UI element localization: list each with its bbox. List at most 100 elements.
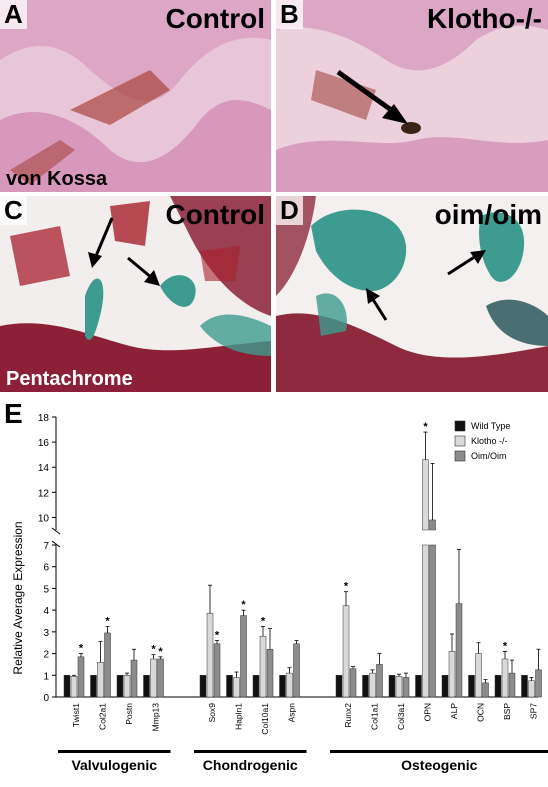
legend-swatch: [454, 450, 466, 462]
x-tick-label: Mmp13: [151, 703, 161, 732]
bar: [388, 675, 396, 698]
x-tick-label: Hapln1: [234, 703, 244, 730]
legend-label: Wild Type: [471, 421, 510, 431]
bar: [104, 632, 111, 698]
significance-marker: *: [215, 630, 220, 642]
panel-c-leaflet-right: [160, 275, 196, 307]
significance-marker: *: [105, 615, 110, 627]
significance-marker: *: [503, 640, 508, 652]
panel-c-blood-left: [10, 226, 70, 286]
panel-d-leaflet-right: [479, 212, 525, 282]
bar: [116, 675, 124, 698]
panel-a-image: [0, 0, 271, 192]
panel-d-valve-base: [316, 293, 347, 336]
panel-c-arrow-2-shaft: [127, 256, 153, 280]
significance-marker: *: [158, 646, 163, 658]
group-label: Chondrogenic: [203, 757, 298, 773]
x-tick-label: Col3a1: [396, 703, 406, 730]
y-tick-label: 4: [43, 606, 49, 617]
panel-c-valve-base: [200, 314, 271, 356]
legend: Wild Type Klotho -/- Oim/Oim: [454, 420, 510, 462]
y-axis-label: Relative Average Expression: [11, 521, 25, 674]
bar: [157, 658, 164, 698]
bar: [475, 653, 482, 698]
bars-layer: *** *******: [63, 421, 542, 698]
panel-d-arrow-1-shaft: [370, 297, 388, 321]
axis-break-mark: [51, 527, 61, 535]
bar: [70, 676, 78, 698]
panel-b-arrow-shaft: [336, 69, 396, 115]
bar: [199, 675, 207, 698]
histology-panel-c: C Control Pentachrome: [0, 196, 271, 392]
panel-b-tissue-lower: [276, 137, 548, 192]
panel-d-arrow-1-icon: [366, 288, 380, 304]
y-tick-label: 7: [43, 541, 49, 552]
bar: [293, 643, 300, 698]
histology-panel-d: D oim/oim: [276, 196, 548, 392]
panel-d-arrow-2-shaft: [447, 254, 477, 276]
bar: [143, 675, 150, 698]
bar: [90, 675, 97, 698]
panel-b-blood: [311, 70, 376, 120]
expression-chart: E Relative Average Expression 0 1 2 3 4 5 6 7 10…: [0, 395, 548, 782]
axis-break-mark: [51, 540, 61, 548]
bar: [97, 662, 104, 698]
significance-marker: *: [241, 599, 246, 611]
group-underline: [330, 750, 548, 753]
y-tick-label: 10: [38, 513, 50, 524]
panel-c-title: Control: [165, 199, 265, 230]
bar: [521, 675, 528, 698]
x-tick-label: Col10a1: [260, 703, 270, 735]
bar: [252, 675, 260, 698]
x-tick-label: Col2a1: [98, 703, 108, 730]
bar: [123, 675, 131, 698]
legend-label: Klotho -/-: [471, 436, 508, 446]
x-tick-label: BSP: [502, 703, 512, 720]
bar: [402, 677, 410, 698]
panel-b-calcification: [401, 122, 421, 134]
bar: [63, 675, 71, 698]
bar: [395, 676, 403, 698]
bar: [240, 615, 247, 698]
x-tick-label: SP7: [529, 703, 539, 719]
x-tick-label: Postn: [124, 703, 134, 725]
bar: [266, 648, 274, 698]
panel-d-image: [276, 196, 548, 392]
bar: [422, 544, 429, 698]
panel-a-tissue-lower: [0, 100, 271, 192]
bar: [233, 677, 240, 698]
x-tick-label: Twist1: [71, 703, 81, 727]
y-tick-label: 0: [43, 693, 49, 704]
panel-a-blood: [70, 70, 170, 125]
group-label: Valvulogenic: [71, 757, 157, 773]
panel-c-arrow-1-shaft: [94, 217, 114, 257]
y-tick-label: 12: [38, 488, 50, 499]
bar: [213, 643, 221, 698]
bar: [508, 672, 516, 698]
bar: [349, 668, 357, 698]
x-tick-label: Runx2: [343, 703, 353, 728]
significance-marker: *: [261, 615, 266, 627]
panel-a-stain-label: von Kossa: [6, 168, 108, 190]
panel-d-leaflet-left: [311, 209, 407, 291]
x-tick-label: Aspn: [287, 703, 297, 723]
bar: [501, 658, 509, 698]
panel-c-arrow-2-icon: [144, 270, 160, 286]
x-tick-label: ALP: [449, 703, 459, 719]
legend-swatch: [454, 435, 466, 447]
bar: [335, 675, 343, 698]
bar: [468, 675, 475, 698]
y-tick-label: 2: [43, 650, 49, 661]
bar: [362, 675, 369, 698]
panel-c-blood-top: [110, 201, 150, 246]
bar: [150, 658, 157, 698]
significance-marker: *: [151, 644, 156, 656]
panel-b-tissue-upper: [276, 0, 548, 71]
y-tick-label: 3: [43, 628, 49, 639]
bar: [130, 659, 138, 698]
histology-panel-b: B Klotho-/-: [276, 0, 548, 192]
histology-panel-a: A Control von Kossa: [0, 0, 271, 192]
bar: [429, 544, 436, 698]
bar: [441, 675, 449, 698]
legend-label: Oim/Oim: [471, 451, 507, 461]
